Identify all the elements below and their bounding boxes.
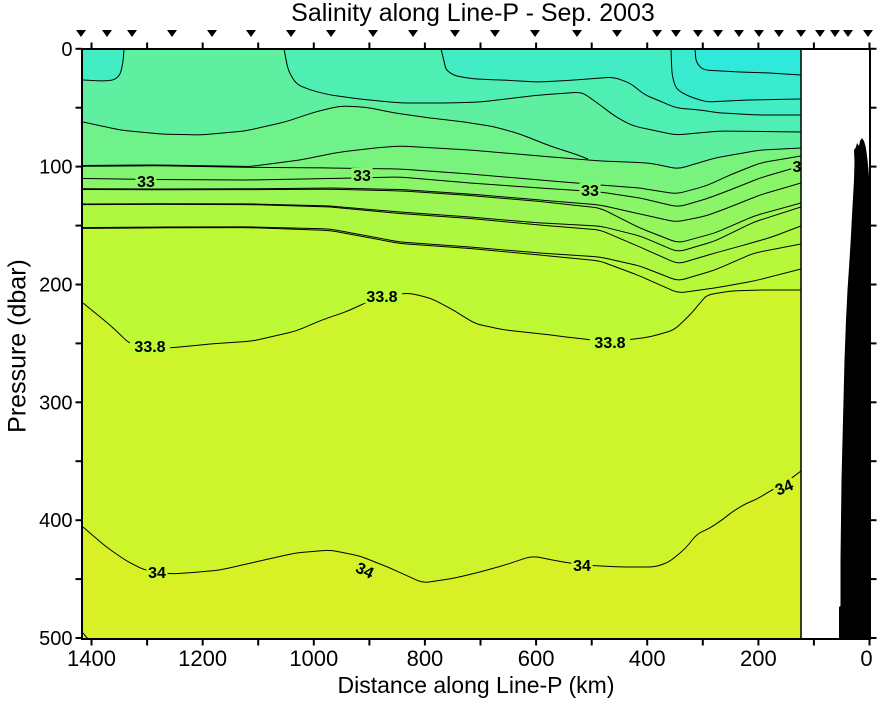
svg-text:500: 500 — [39, 628, 72, 650]
svg-text:3: 3 — [793, 159, 802, 176]
svg-text:100: 100 — [39, 157, 72, 179]
svg-text:Distance along Line-P (km): Distance along Line-P (km) — [338, 672, 615, 698]
svg-text:34: 34 — [353, 560, 376, 583]
svg-text:33: 33 — [581, 183, 599, 200]
svg-text:800: 800 — [407, 646, 444, 671]
svg-text:33.8: 33.8 — [134, 339, 165, 356]
svg-text:34: 34 — [573, 558, 591, 575]
svg-text:200: 200 — [740, 646, 777, 671]
svg-text:400: 400 — [629, 646, 666, 671]
svg-text:33.8: 33.8 — [594, 335, 625, 352]
svg-text:34: 34 — [148, 565, 166, 582]
svg-text:Salinity along Line-P - Sep. 2: Salinity along Line-P - Sep. 2003 — [291, 0, 655, 27]
svg-text:1400: 1400 — [67, 646, 116, 671]
svg-text:Pressure (dbar): Pressure (dbar) — [4, 259, 32, 433]
svg-text:34: 34 — [773, 477, 796, 499]
svg-text:300: 300 — [39, 392, 72, 414]
svg-text:1000: 1000 — [289, 646, 338, 671]
svg-text:200: 200 — [39, 274, 72, 296]
svg-text:33.8: 33.8 — [366, 289, 397, 306]
svg-text:33: 33 — [353, 168, 371, 185]
svg-text:33: 33 — [137, 174, 155, 191]
svg-text:0: 0 — [61, 39, 72, 61]
svg-text:600: 600 — [518, 646, 555, 671]
svg-text:0: 0 — [860, 646, 872, 671]
svg-text:1200: 1200 — [178, 646, 227, 671]
svg-text:400: 400 — [39, 510, 72, 532]
